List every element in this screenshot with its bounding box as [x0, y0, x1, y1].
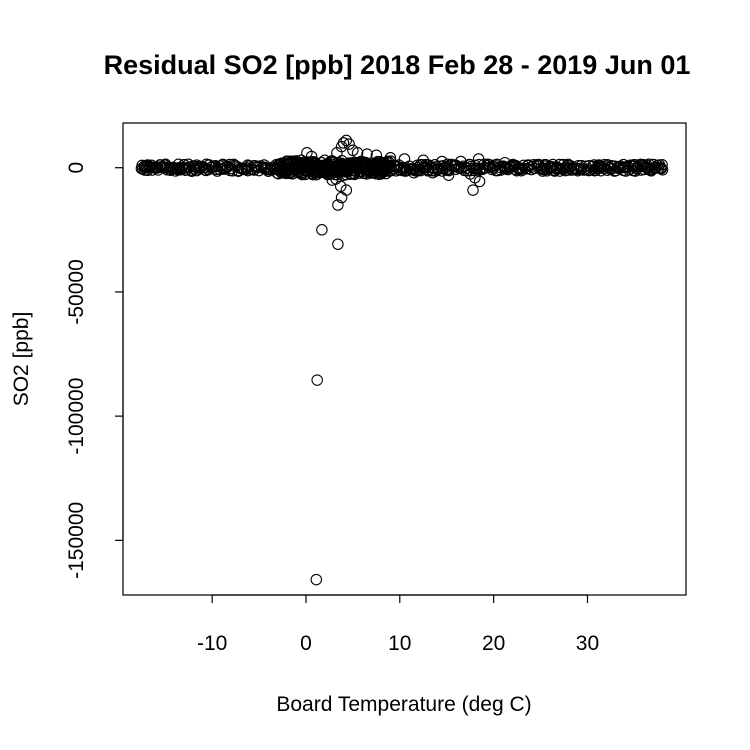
- data-point: [331, 147, 343, 159]
- data-point: [332, 199, 344, 211]
- data-point: [305, 150, 318, 163]
- data-point: [417, 154, 430, 167]
- data-point: [180, 161, 192, 174]
- x-axis-label: Board Temperature (deg C): [276, 693, 531, 716]
- data-point: [398, 153, 411, 165]
- data-point: [159, 161, 171, 174]
- data-point: [236, 163, 248, 175]
- y-tick-label: 0: [65, 162, 88, 174]
- data-point: [383, 157, 396, 169]
- x-tick-label: 0: [300, 632, 312, 655]
- data-point: [442, 169, 455, 181]
- data-point: [311, 374, 323, 386]
- data-point: [384, 155, 397, 167]
- data-point: [166, 161, 178, 174]
- data-point: [408, 166, 420, 179]
- y-tick-label: -50000: [65, 259, 88, 324]
- data-point: [351, 147, 364, 159]
- x-axis: -10 0 10 20 30: [197, 594, 599, 655]
- data-point: [286, 155, 298, 168]
- data-point: [144, 161, 156, 174]
- data-point: [649, 161, 661, 174]
- x-tick-label: 30: [576, 632, 599, 655]
- data-point: [426, 166, 439, 179]
- data-point: [295, 154, 308, 167]
- data-point: [370, 149, 383, 162]
- y-axis-label: SO2 [ppb]: [10, 312, 33, 407]
- data-point: [654, 161, 667, 174]
- data-point: [467, 184, 479, 196]
- plot-frame: [122, 122, 687, 596]
- data-point: [310, 573, 323, 586]
- data-point: [655, 162, 668, 175]
- data-point: [384, 160, 396, 172]
- y-tick-label: -100000: [65, 378, 88, 455]
- data-point: [340, 184, 353, 196]
- x-tick-label: -10: [197, 632, 227, 655]
- data-point: [464, 168, 476, 180]
- data-point: [151, 161, 164, 174]
- data-point: [380, 167, 392, 180]
- data-point: [138, 161, 151, 174]
- data-point: [337, 169, 350, 181]
- x-tick-label: 20: [482, 632, 505, 655]
- data-point: [642, 161, 655, 174]
- x-tick-label: 10: [388, 632, 411, 655]
- data-point: [361, 148, 373, 160]
- data-point: [656, 164, 669, 176]
- data-point: [326, 174, 338, 186]
- data-point: [499, 156, 511, 169]
- data-point: [316, 224, 328, 236]
- chart-title: Residual SO2 [ppb] 2018 Feb 28 - 2019 Ju…: [104, 50, 691, 80]
- data-point: [173, 161, 186, 174]
- data-point: [343, 138, 355, 150]
- y-axis: 0 -50000 -100000 -150000: [65, 162, 124, 579]
- data-point: [318, 154, 331, 167]
- data-point: [384, 152, 397, 164]
- data-point: [309, 166, 322, 179]
- data-point: [436, 155, 448, 168]
- data-point: [455, 155, 467, 168]
- data-point: [375, 168, 387, 180]
- data-point: [332, 238, 344, 250]
- data-points: [135, 134, 669, 586]
- data-point: [472, 153, 485, 165]
- y-tick-label: -150000: [65, 502, 88, 579]
- data-point: [202, 163, 215, 176]
